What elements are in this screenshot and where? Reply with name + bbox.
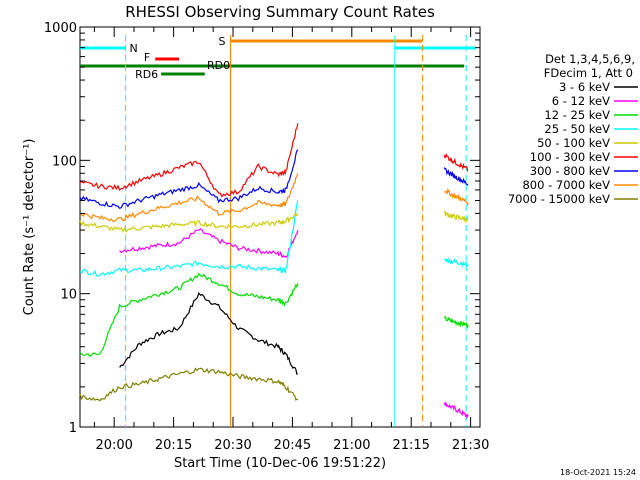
x-axis-ticks: 20:00 20:15 20:30 20:45 21:00 21:15 21:30 xyxy=(93,27,489,453)
legend-label-6-12-kev: 6 - 12 keV xyxy=(552,94,610,108)
legend-label-3-6-kev: 3 - 6 keV xyxy=(559,80,610,94)
x-tick-label: 21:15 xyxy=(392,438,429,453)
y-tick-label: 10 xyxy=(60,288,77,303)
series-layer xyxy=(79,123,469,420)
x-axis-label: Start Time (10-Dec-06 19:51:22) xyxy=(174,456,386,471)
x-tick-label: 20:45 xyxy=(274,438,311,453)
legend: Det 1,3,4,5,6,9, FDecim 1, Att 0 3 - 6 k… xyxy=(508,52,638,206)
legend-label-12-25-kev: 12 - 25 keV xyxy=(544,108,610,122)
series-line-6-12-kev xyxy=(119,228,299,259)
legend-label-100-300-kev: 100 - 300 keV xyxy=(530,150,610,164)
x-tick-label: 20:30 xyxy=(214,438,251,453)
state-bar-label-rd6: RD6 xyxy=(135,68,158,81)
series-line-100-300-kev xyxy=(79,123,299,198)
legend-label-25-50-kev: 25 - 50 keV xyxy=(544,122,610,136)
y-tick-label: 1 xyxy=(69,421,77,436)
state-bar-label-f: F xyxy=(144,51,150,64)
series-line-100-300-kev xyxy=(443,152,469,172)
x-tick-label: 21:00 xyxy=(333,438,370,453)
y-tick-label: 100 xyxy=(52,154,77,169)
series-line-800-7000-kev xyxy=(79,173,299,222)
series-line-25-50-kev xyxy=(444,257,469,268)
state-bar-label-n: N xyxy=(130,42,138,55)
series-line-3-6-kev xyxy=(119,292,298,375)
x-tick-label: 21:30 xyxy=(452,438,489,453)
series-line-7000-15000-kev xyxy=(79,367,299,402)
state-bar-label-rd0: RD0 xyxy=(207,59,230,72)
legend-label-7000-15000-kev: 7000 - 15000 keV xyxy=(508,192,610,206)
state-bar-label-s: S xyxy=(219,35,226,48)
legend-label-800-7000-kev: 800 - 7000 keV xyxy=(522,178,610,192)
legend-header-line-2: FDecim 1, Att 0 xyxy=(544,66,633,80)
y-tick-label: 1000 xyxy=(44,21,77,36)
legend-label-50-100-kev: 50 - 100 keV xyxy=(537,136,610,150)
series-line-12-25-kev xyxy=(79,272,299,358)
legend-label-300-800-kev: 300 - 800 keV xyxy=(530,164,610,178)
plot-area xyxy=(79,26,481,428)
series-line-50-100-kev xyxy=(79,213,299,233)
series-line-12-25-kev xyxy=(443,316,469,330)
y-axis-ticks: 1 10 100 1000 xyxy=(44,21,480,436)
series-line-50-100-kev xyxy=(443,209,469,223)
chart-title: RHESSI Observing Summary Count Rates xyxy=(125,3,435,21)
plot-frame xyxy=(79,26,481,428)
x-tick-label: 20:15 xyxy=(155,438,192,453)
series-line-300-800-kev xyxy=(443,167,469,186)
y-axis-label: Count Rate (s⁻¹ detector⁻¹) xyxy=(22,139,37,316)
series-line-300-800-kev xyxy=(79,149,299,210)
x-tick-label: 20:00 xyxy=(95,438,132,453)
series-line-800-7000-kev xyxy=(444,188,469,207)
footer-timestamp: 18-Oct-2021 15:24 xyxy=(560,468,636,477)
series-line-25-50-kev xyxy=(79,200,299,277)
series-line-6-12-kev xyxy=(443,401,469,420)
state-bars: NF S RD0 RD6 xyxy=(80,35,477,81)
legend-header-line-1: Det 1,3,4,5,6,9, xyxy=(545,52,635,66)
